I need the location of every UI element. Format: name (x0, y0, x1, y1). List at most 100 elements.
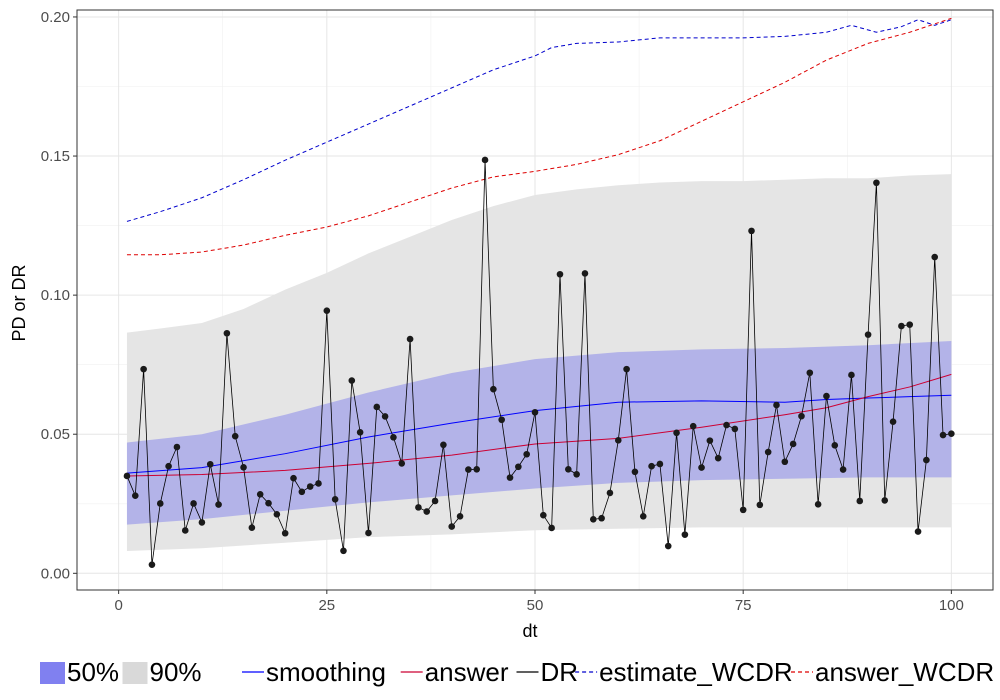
dr-point (323, 307, 331, 315)
dr-point (789, 440, 797, 448)
dr-point (156, 500, 164, 507)
dr-point (614, 437, 622, 444)
legend-label: 90% (150, 657, 202, 687)
dr-point (814, 501, 822, 508)
dr-point (223, 329, 231, 337)
dr-point (748, 227, 755, 235)
dr-point (373, 403, 381, 411)
dr-point (215, 501, 222, 508)
dr-point (398, 460, 406, 467)
dr-point (498, 416, 505, 424)
y-tick-label: 0.10 (41, 287, 70, 304)
dr-point (723, 421, 730, 429)
dr-point (381, 413, 389, 420)
dr-point (556, 270, 564, 278)
dr-point (198, 519, 206, 526)
dr-point (490, 385, 497, 393)
dr-point (881, 497, 889, 504)
y-axis-title: PD or DR (9, 264, 29, 341)
legend-label: estimate_WCDR (599, 657, 793, 687)
x-tick-label: 100 (939, 597, 964, 614)
dr-point (781, 458, 789, 466)
dr-point (265, 499, 272, 507)
legend-label: 50% (67, 657, 119, 687)
dr-point (123, 472, 131, 480)
dr-point (131, 492, 139, 499)
line-dr (126, 159, 952, 565)
dr-point (481, 156, 489, 164)
dr-point (340, 547, 347, 555)
dr-point (623, 365, 630, 373)
dr-point (231, 432, 239, 440)
y-tick-label: 0.20 (41, 9, 70, 26)
dr-point (273, 511, 281, 518)
x-tick-label: 25 (318, 597, 335, 614)
dr-point (423, 508, 431, 515)
dr-point (889, 418, 897, 426)
legend-label: answer_WCDR (815, 657, 994, 687)
dr-point (898, 322, 905, 330)
dr-point (565, 465, 572, 473)
dr-point (306, 483, 314, 490)
x-tick-label: 75 (735, 597, 752, 614)
axis-ticks: 0 25 50 75 100 0.00 0.05 0.10 0.15 0.20 (41, 9, 964, 614)
dr-point (315, 480, 322, 487)
dr-point (348, 377, 356, 384)
y-tick-label: 0.00 (41, 565, 70, 582)
dr-point (465, 466, 472, 473)
dr-point (939, 431, 947, 439)
dr-point (190, 500, 197, 507)
legend-key-50pct (40, 662, 65, 684)
dr-point (531, 408, 539, 416)
dr-point (689, 422, 697, 430)
dr-point (831, 442, 839, 449)
y-tick-label: 0.15 (41, 148, 70, 165)
dr-point (390, 433, 397, 441)
dr-point (914, 528, 922, 535)
dr-point (356, 428, 364, 436)
dr-point (506, 474, 514, 481)
dr-point (331, 496, 339, 503)
dr-point (664, 542, 672, 550)
dr-point (181, 527, 189, 534)
dr-point (739, 506, 747, 514)
dr-point (756, 501, 764, 509)
dr-point (606, 489, 614, 497)
dr-point (473, 465, 481, 473)
dr-point (290, 474, 297, 482)
dr-point (256, 491, 264, 498)
line-answer-wcdr (126, 17, 952, 256)
dr-point (165, 462, 172, 470)
dr-series (123, 156, 955, 568)
dr-point (948, 430, 955, 437)
dr-point (639, 512, 647, 520)
dr-point (806, 369, 814, 377)
y-tick-label: 0.05 (41, 426, 70, 443)
dr-point (206, 460, 214, 468)
dr-point (298, 488, 306, 496)
dr-point (856, 497, 864, 505)
legend-label: smoothing (266, 657, 386, 687)
dr-point (581, 270, 589, 277)
dr-point (631, 468, 639, 476)
dr-point (540, 511, 547, 519)
dr-point (706, 437, 714, 444)
dr-point (656, 460, 664, 468)
dr-point (248, 524, 256, 531)
legend-label: DR (541, 657, 579, 687)
dr-point (906, 321, 914, 328)
legend: 50% 90% smoothing answer DR estimate_WCDR answ… (40, 657, 994, 687)
dr-point (573, 470, 580, 478)
legend-key-90pct (122, 662, 148, 684)
dr-point (415, 504, 422, 511)
series-lines (126, 17, 952, 477)
dr-point (823, 392, 830, 400)
dr-point (731, 425, 739, 433)
dr-point (240, 464, 247, 471)
legend-label: answer (425, 657, 509, 687)
dr-point (281, 529, 289, 537)
dr-point (773, 401, 780, 409)
dr-point (431, 497, 439, 505)
dr-point (440, 441, 447, 449)
band-50pct (126, 341, 952, 525)
